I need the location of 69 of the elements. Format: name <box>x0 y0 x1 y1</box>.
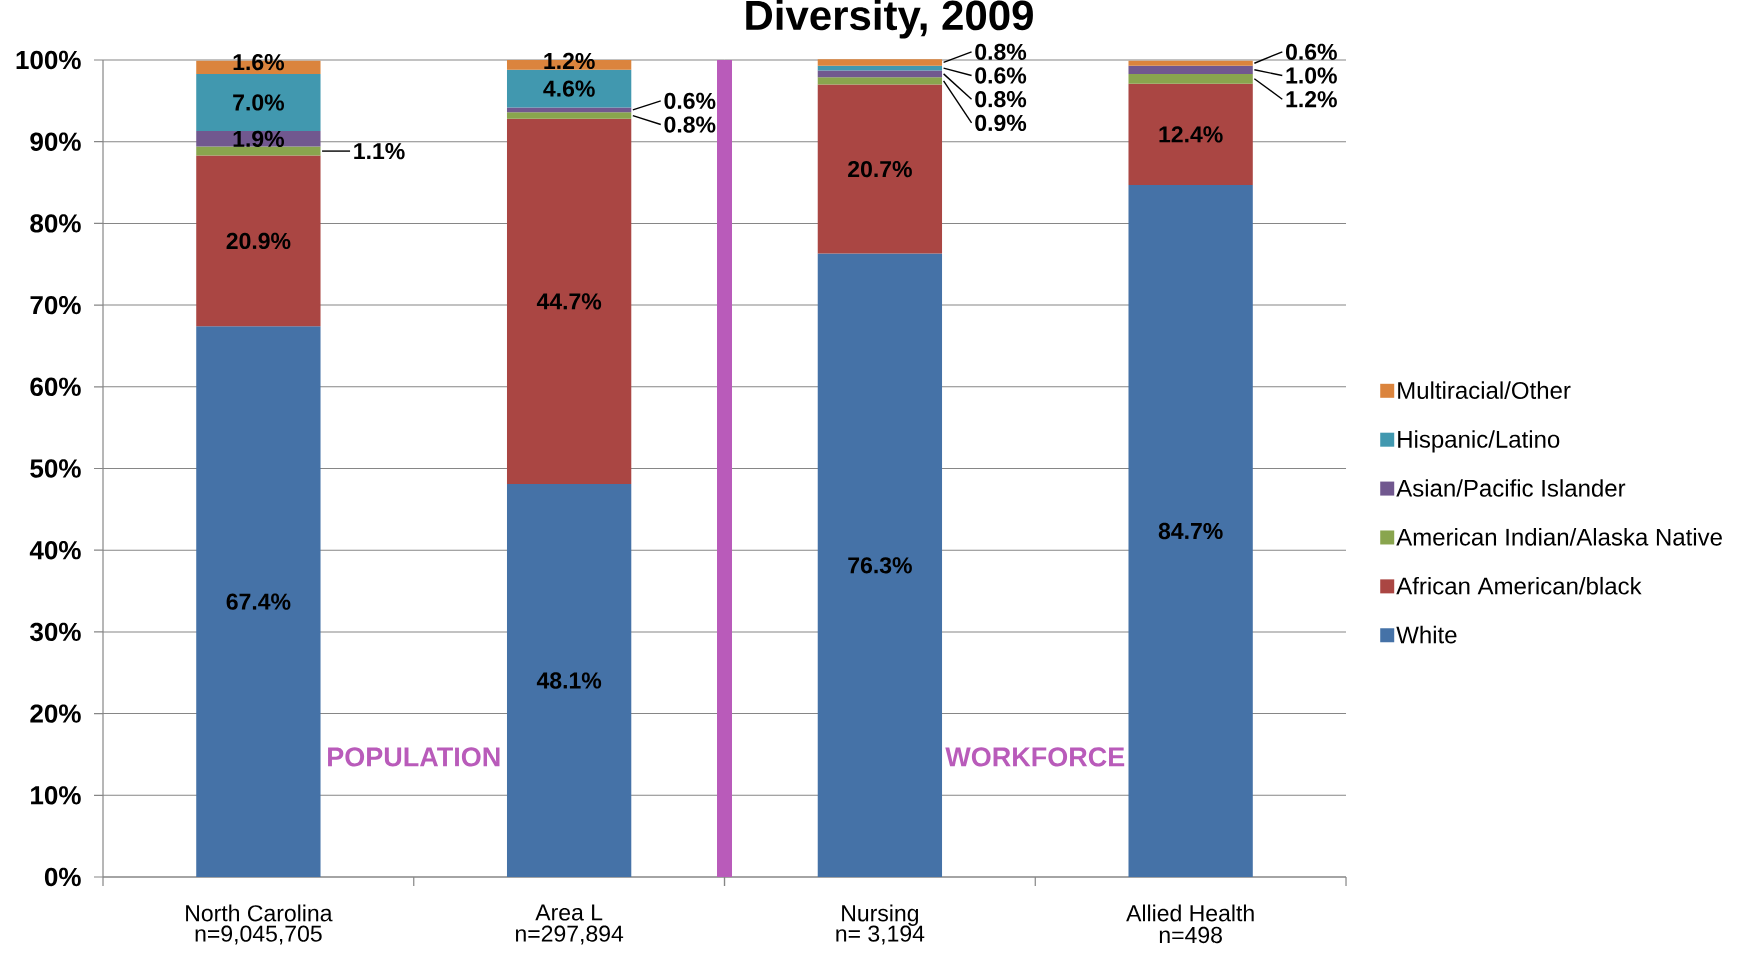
legend-label: African American/black <box>1396 576 1642 595</box>
bar <box>196 146 321 156</box>
bar <box>196 326 321 877</box>
bar <box>817 59 943 66</box>
data-label: 0.8% <box>664 116 716 133</box>
legend-label: Multiracial/Other <box>1398 381 1571 399</box>
text: n=498 <box>1159 926 1222 944</box>
x-tick-label: Nursing <box>842 904 919 926</box>
data-label: 1.2% <box>1286 91 1337 108</box>
bar <box>817 65 943 71</box>
text: n=297,894 <box>515 925 624 945</box>
data-label: 4.6% <box>543 80 595 97</box>
bar <box>1128 65 1253 74</box>
data-label: 12.4% <box>1159 126 1223 143</box>
y-tick-label: 60% <box>30 377 81 396</box>
annotation: POPULATION <box>328 747 500 767</box>
bar <box>506 112 632 119</box>
data-label: 48.1% <box>536 672 602 689</box>
data-label: 84.7% <box>1158 522 1223 540</box>
bar <box>506 484 632 877</box>
bar <box>196 155 321 327</box>
y-tick-label: 90% <box>30 132 81 151</box>
text: n= 3,194 <box>836 925 925 945</box>
y-tick-label: 80% <box>30 214 81 233</box>
data-label: 0.6% <box>1285 43 1337 60</box>
data-label: 1.1% <box>354 142 405 160</box>
legend-label: White <box>1396 625 1457 644</box>
legend-label: Asian/Pacific Islander <box>1396 479 1626 497</box>
data-label: 0.6% <box>664 92 716 109</box>
data-label: 0.6% <box>975 67 1027 84</box>
bar <box>817 77 943 85</box>
y-tick-label: 0% <box>44 867 81 887</box>
data-label: 0.9% <box>975 114 1027 132</box>
y-tick-label: 100% <box>16 50 81 70</box>
x-tick-label: Area L <box>535 904 603 921</box>
legend-label: American Indian/Alaska Native <box>1396 528 1722 546</box>
bar <box>1128 184 1253 877</box>
bar <box>817 84 943 254</box>
y-tick-label: 50% <box>30 459 81 478</box>
data-label: 20.9% <box>226 232 291 250</box>
legend-label: Hispanic/Latino <box>1398 430 1560 453</box>
y-tick-label: 20% <box>30 704 81 723</box>
bar <box>1128 83 1253 185</box>
y-tick-label: 70% <box>30 295 81 315</box>
text: n=9,045,705 <box>195 925 322 945</box>
bar <box>1128 60 1253 66</box>
annotation: WORKFORCE <box>945 747 1125 767</box>
data-label: 7.0% <box>233 94 284 111</box>
data-label: 44.7% <box>536 293 602 310</box>
y-tick-label: 30% <box>30 622 81 642</box>
data-label: 76.3% <box>848 557 912 574</box>
data-label: 0.8% <box>975 91 1027 108</box>
y-tick-label: 10% <box>31 786 81 805</box>
y-tick-label: 40% <box>29 540 81 560</box>
bar <box>1128 73 1253 84</box>
bar <box>196 73 321 132</box>
bar <box>506 118 632 485</box>
x-tick-label: Allied Health <box>1126 904 1254 922</box>
bar <box>817 70 943 78</box>
data-label: 1.0% <box>1286 67 1337 84</box>
x-tick-label: North Carolina <box>186 904 333 922</box>
data-label: 20.7% <box>848 160 912 178</box>
chart-title: Diversity, 2009 <box>746 0 1033 39</box>
data-label: 67.4% <box>226 593 291 610</box>
data-label: 0.8% <box>975 43 1027 60</box>
bar <box>817 253 943 877</box>
bar <box>506 107 632 113</box>
data-label: 1.9% <box>233 130 284 147</box>
bar <box>506 69 632 108</box>
